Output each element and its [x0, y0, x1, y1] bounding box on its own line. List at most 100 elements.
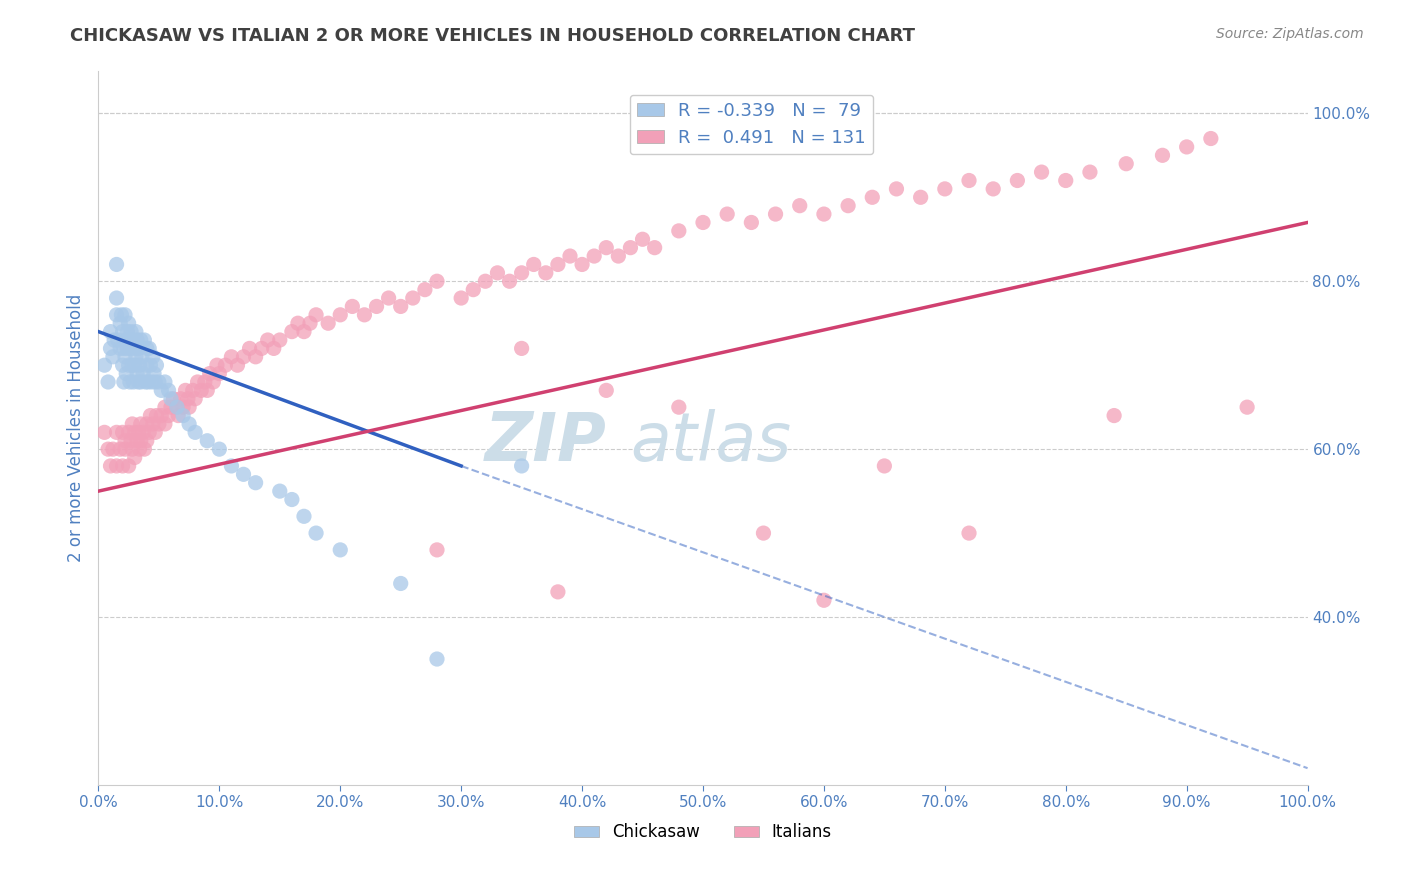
Point	[135, 342, 157, 356]
Point	[716, 207, 738, 221]
Point	[245, 475, 267, 490]
Point	[118, 333, 141, 347]
Point	[117, 325, 139, 339]
Point	[510, 342, 533, 356]
Point	[329, 308, 352, 322]
Point	[153, 375, 176, 389]
Point	[523, 257, 546, 271]
Point	[1152, 148, 1174, 162]
Point	[97, 375, 120, 389]
Point	[860, 190, 883, 204]
Point	[299, 316, 322, 330]
Point	[115, 367, 138, 381]
Point	[190, 384, 212, 398]
Point	[195, 384, 218, 398]
Point	[160, 392, 183, 406]
Point	[121, 442, 143, 457]
Point	[110, 308, 132, 322]
Point	[135, 434, 157, 448]
Point	[202, 375, 225, 389]
Point	[226, 358, 249, 372]
Point	[402, 291, 425, 305]
Point	[129, 333, 152, 347]
Point	[692, 215, 714, 229]
Point	[145, 358, 167, 372]
Point	[136, 375, 159, 389]
Point	[128, 442, 150, 457]
Point	[187, 375, 209, 389]
Point	[184, 425, 207, 440]
Point	[127, 425, 149, 440]
Point	[1236, 400, 1258, 414]
Point	[221, 458, 243, 473]
Point	[583, 249, 606, 263]
Point	[124, 425, 146, 440]
Point	[292, 509, 315, 524]
Point	[195, 434, 218, 448]
Legend: Chickasaw, Italians: Chickasaw, Italians	[568, 817, 838, 848]
Point	[139, 358, 162, 372]
Point	[142, 350, 165, 364]
Point	[166, 400, 188, 414]
Point	[208, 442, 231, 457]
Point	[157, 409, 180, 423]
Point	[143, 367, 166, 381]
Point	[105, 308, 128, 322]
Point	[873, 458, 896, 473]
Point	[112, 342, 135, 356]
Point	[198, 367, 221, 381]
Y-axis label: 2 or more Vehicles in Household: 2 or more Vehicles in Household	[66, 294, 84, 562]
Point	[141, 375, 163, 389]
Point	[281, 492, 304, 507]
Point	[111, 458, 134, 473]
Point	[177, 392, 200, 406]
Point	[127, 434, 149, 448]
Point	[124, 342, 146, 356]
Point	[125, 325, 148, 339]
Point	[221, 350, 243, 364]
Point	[166, 400, 188, 414]
Point	[131, 350, 153, 364]
Point	[105, 458, 128, 473]
Point	[740, 215, 762, 229]
Point	[316, 316, 339, 330]
Point	[426, 542, 449, 557]
Point	[534, 266, 557, 280]
Point	[631, 232, 654, 246]
Point	[101, 350, 124, 364]
Point	[934, 182, 956, 196]
Point	[644, 241, 666, 255]
Point	[813, 593, 835, 607]
Point	[668, 400, 690, 414]
Point	[134, 333, 156, 347]
Point	[269, 484, 291, 499]
Point	[607, 249, 630, 263]
Point	[413, 283, 436, 297]
Point	[269, 333, 291, 347]
Point	[463, 283, 485, 297]
Point	[157, 384, 180, 398]
Point	[547, 585, 569, 599]
Point	[100, 325, 122, 339]
Point	[181, 384, 204, 398]
Point	[97, 442, 120, 457]
Point	[377, 291, 399, 305]
Point	[114, 434, 136, 448]
Text: CHICKASAW VS ITALIAN 2 OR MORE VEHICLES IN HOUSEHOLD CORRELATION CHART: CHICKASAW VS ITALIAN 2 OR MORE VEHICLES …	[70, 27, 915, 45]
Point	[153, 417, 176, 431]
Point	[129, 417, 152, 431]
Point	[150, 409, 173, 423]
Point	[120, 342, 142, 356]
Point	[127, 375, 149, 389]
Point	[111, 425, 134, 440]
Point	[127, 333, 149, 347]
Point	[127, 367, 149, 381]
Point	[450, 291, 472, 305]
Point	[245, 350, 267, 364]
Point	[1007, 173, 1029, 187]
Point	[208, 367, 231, 381]
Point	[214, 358, 236, 372]
Point	[129, 434, 152, 448]
Point	[510, 458, 533, 473]
Point	[121, 358, 143, 372]
